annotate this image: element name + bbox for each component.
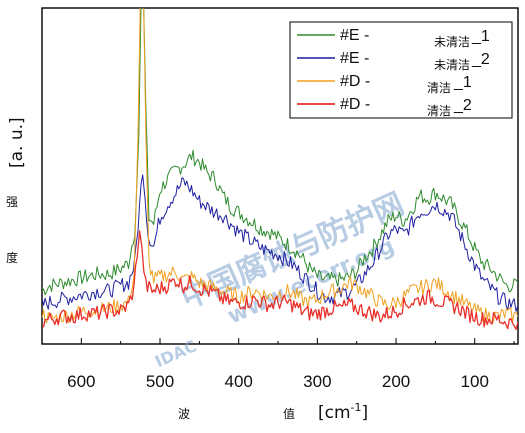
x-axis-unit-close: ] [362,403,369,423]
y-axis-label-char-2: 度 [6,250,18,265]
x-axis-label-char-1: 波 [178,407,190,421]
legend-label-main: #E - [340,27,369,44]
legend-label-sub: 清洁 [427,81,451,95]
legend-label-num: _1 [453,74,472,91]
x-axis: 600 500 400 300 200 100 [41,338,515,391]
legend-label-sub: 清洁 [427,104,451,118]
x-axis-unit: [cm-1] [318,401,368,423]
legend-label-main: #E - [340,50,369,67]
x-tick-label: 200 [382,372,410,391]
legend-label-sub: 未清洁 [434,35,470,49]
legend-label-main: #D - [340,73,370,90]
legend: #E - 未清洁 _1#E - 未清洁 _2#D - 清洁 _1#D - 清洁 _2 [289,21,513,119]
x-tick-label: 500 [146,372,174,391]
y-axis-label-char-1: 强 [6,195,18,209]
y-axis-label: [a. u.] 强 度 [6,117,27,265]
x-tick-label: 300 [303,372,331,391]
series-line-4 [42,230,518,331]
legend-label-num: _1 [471,28,490,45]
legend-label-num: _2 [471,51,490,68]
series-line-2 [42,174,518,312]
x-tick-label: 100 [461,372,489,391]
series-line-1 [42,8,518,296]
x-tick-label: 600 [67,372,95,391]
x-tick-label: 400 [225,372,253,391]
x-axis-label: 波 值 [cm-1] [178,401,368,423]
legend-label-num: _2 [453,97,472,114]
x-axis-unit-sup: -1 [351,401,362,414]
series-layer [42,8,518,331]
legend-label-sub: 未清洁 [434,58,470,72]
legend-box [289,21,513,119]
x-axis-unit-open: [cm [318,403,351,423]
x-axis-label-char-2: 值 [283,406,295,421]
y-axis-unit: [a. u.] [7,117,27,168]
legend-label-main: #D - [340,96,370,113]
